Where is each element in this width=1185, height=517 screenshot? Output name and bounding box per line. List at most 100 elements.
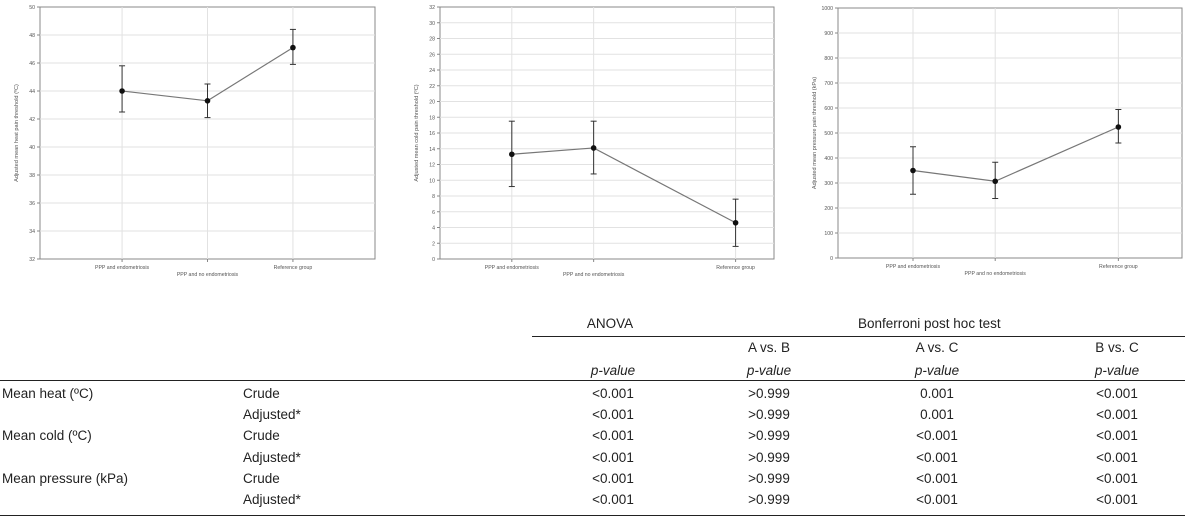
y-tick-label: 24: [429, 68, 435, 74]
y-tick-label: 22: [429, 84, 435, 90]
comparison-bc: B vs. C: [1095, 340, 1139, 355]
x-tick-label: PPP and endometriosis: [485, 265, 540, 271]
row-measure: Mean heat (ºC): [2, 386, 94, 401]
row-bc-p: <0.001: [1096, 428, 1138, 444]
y-tick-label: 0: [432, 257, 435, 263]
pvalue-label-bc: p-value: [1094, 363, 1140, 378]
data-point: [1115, 124, 1122, 130]
x-tick-label: PPP and no endometriosis: [965, 271, 1027, 277]
y-tick-label: 26: [429, 52, 435, 58]
header-rule: [532, 336, 1185, 337]
row-bc-p: <0.001: [1096, 407, 1138, 423]
y-tick-label: 14: [429, 147, 435, 153]
row-ac-p: 0.001: [920, 407, 954, 423]
y-tick-label: 500: [824, 131, 833, 137]
y-tick-label: 8: [432, 194, 435, 200]
y-tick-label: 30: [429, 21, 435, 27]
row-anova-p: <0.001: [592, 492, 634, 507]
y-tick-label: 300: [824, 181, 833, 187]
data-point: [509, 151, 515, 158]
y-tick-label: 400: [824, 156, 833, 162]
row-type: Crude: [243, 470, 280, 486]
y-tick-label: 34: [29, 229, 35, 235]
row-type: Crude: [243, 386, 280, 401]
heat-pain-chart: 32 34 36 38 40 42 44 46 48 50 PPP and endometriosi…: [13, 5, 376, 278]
y-tick-label: 40: [29, 145, 35, 151]
y-tick-label: 2: [432, 241, 435, 247]
comparison-ab: A vs. B: [747, 340, 791, 355]
data-point: [290, 44, 296, 51]
results-table: ANOVA Bonferroni post hoc test A vs. B A…: [0, 312, 1185, 517]
y-tick-label: 32: [29, 257, 35, 263]
x-tick-label: PPP and no endometriosis: [177, 272, 239, 278]
pvalue-label-anova: p-value: [590, 363, 636, 378]
y-tick-label: 100: [824, 231, 833, 237]
y-axis-label: Adjusted mean pressure pain threshold (k…: [812, 77, 818, 189]
x-tick-label: Reference group: [716, 265, 755, 271]
y-tick-label: 18: [429, 115, 435, 121]
row-anova-p: <0.001: [592, 449, 634, 465]
row-ab-p: >0.999: [748, 428, 790, 444]
row-ac-p: <0.001: [916, 492, 958, 507]
row-ab-p: >0.999: [748, 470, 790, 486]
row-type: Crude: [243, 428, 280, 444]
y-axis-label: Adjusted mean heat pain threshold (ºC): [13, 84, 20, 182]
row-ab-p: >0.999: [748, 449, 790, 465]
anova-header: ANOVA: [586, 316, 634, 331]
y-tick-label: 20: [429, 100, 435, 106]
row-type: Adjusted*: [243, 492, 301, 507]
x-tick-label: Reference group: [274, 265, 313, 271]
row-ab-p: >0.999: [748, 407, 790, 423]
row-bc-p: <0.001: [1096, 386, 1138, 401]
row-anova-p: <0.001: [592, 428, 634, 444]
row-anova-p: <0.001: [592, 407, 634, 423]
row-ac-p: <0.001: [916, 449, 958, 465]
x-tick-label: PPP and endometriosis: [95, 265, 150, 271]
y-tick-label: 600: [824, 106, 833, 112]
row-bc-p: <0.001: [1096, 470, 1138, 486]
y-tick-label: 48: [29, 33, 35, 39]
x-tick-label: PPP and no endometriosis: [563, 272, 625, 278]
x-tick-label: Reference group: [1099, 264, 1138, 270]
y-tick-label: 0: [830, 256, 833, 262]
data-point: [732, 219, 739, 226]
y-tick-label: 46: [29, 61, 35, 67]
row-type: Adjusted*: [243, 407, 301, 423]
row-ac-p: <0.001: [916, 428, 958, 444]
y-tick-label: 4: [432, 226, 435, 232]
row-type: Adjusted*: [243, 449, 301, 465]
row-ac-p: <0.001: [916, 470, 958, 486]
y-tick-label: 44: [29, 89, 35, 95]
y-tick-label: 12: [429, 163, 435, 169]
pvalue-label-ac: p-value: [914, 363, 960, 378]
y-tick-label: 42: [29, 117, 35, 123]
y-tick-label: 200: [824, 206, 833, 212]
row-ac-p: 0.001: [920, 386, 954, 401]
data-point: [590, 145, 597, 151]
y-tick-label: 16: [429, 131, 435, 137]
row-ab-p: >0.999: [748, 492, 790, 507]
y-tick-label: 32: [429, 5, 435, 11]
row-ab-p: >0.999: [748, 386, 790, 401]
row-bc-p: <0.001: [1096, 492, 1138, 507]
y-tick-label: 50: [29, 5, 35, 11]
bottom-rule: [0, 515, 1185, 516]
pvalue-label-ab: p-value: [746, 363, 792, 378]
row-anova-p: <0.001: [592, 470, 634, 486]
y-tick-label: 6: [432, 210, 435, 216]
x-tick-label: PPP and endometriosis: [886, 264, 941, 270]
subheader-rule: [0, 380, 1185, 381]
data-point: [910, 167, 916, 174]
row-anova-p: <0.001: [592, 386, 634, 401]
pressure-pain-chart: 0 100 200 300 400 500 600 700 800 900 1000 PPP and …: [812, 6, 1183, 277]
row-measure: Mean pressure (kPa): [2, 470, 129, 486]
data-point: [992, 178, 999, 185]
y-tick-label: 38: [29, 173, 35, 179]
row-measure: Mean cold (ºC): [2, 428, 92, 444]
y-axis-label: Adjusted mean cold pain threshold (ºC): [413, 84, 420, 181]
comparison-ac: A vs. C: [915, 340, 959, 355]
posthoc-header: Bonferroni post hoc test: [858, 316, 1001, 331]
y-tick-label: 700: [824, 81, 833, 87]
data-point: [204, 98, 211, 104]
